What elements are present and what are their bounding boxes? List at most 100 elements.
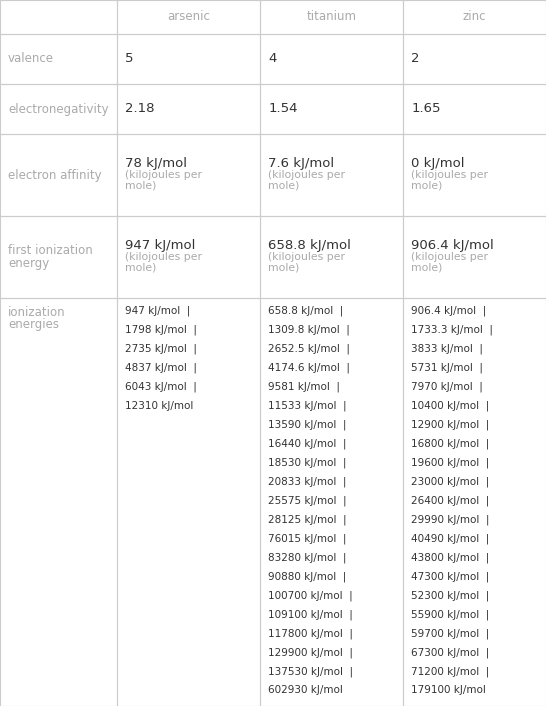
Text: 76015 kJ/mol  |: 76015 kJ/mol | [269, 534, 347, 544]
Text: 13590 kJ/mol  |: 13590 kJ/mol | [269, 419, 347, 430]
Text: titanium: titanium [307, 11, 357, 23]
Text: 7.6 kJ/mol: 7.6 kJ/mol [269, 157, 335, 171]
Text: 47300 kJ/mol  |: 47300 kJ/mol | [412, 571, 490, 582]
Text: 18530 kJ/mol  |: 18530 kJ/mol | [269, 457, 347, 468]
Text: 0 kJ/mol: 0 kJ/mol [412, 157, 465, 171]
Text: 947 kJ/mol  |: 947 kJ/mol | [126, 306, 191, 316]
Text: 2652.5 kJ/mol  |: 2652.5 kJ/mol | [269, 344, 351, 354]
Bar [117, 84, 260, 134]
Text: mole): mole) [269, 263, 300, 273]
Bar [0, 134, 117, 216]
Text: electronegativity: electronegativity [8, 102, 109, 116]
Bar [260, 134, 403, 216]
Text: 906.4 kJ/mol: 906.4 kJ/mol [412, 239, 494, 253]
Text: arsenic: arsenic [168, 11, 210, 23]
Text: (kilojoules per: (kilojoules per [412, 170, 489, 180]
Bar [117, 0, 260, 34]
Text: energy: energy [8, 256, 49, 270]
Text: 40490 kJ/mol  |: 40490 kJ/mol | [412, 534, 490, 544]
Text: 4174.6 kJ/mol  |: 4174.6 kJ/mol | [269, 363, 351, 373]
Text: 16800 kJ/mol  |: 16800 kJ/mol | [412, 438, 490, 449]
Bar [260, 34, 403, 84]
Bar [260, 216, 403, 298]
Text: 59700 kJ/mol  |: 59700 kJ/mol | [412, 628, 490, 639]
Text: mole): mole) [126, 263, 157, 273]
Text: 12310 kJ/mol: 12310 kJ/mol [126, 401, 194, 411]
Text: 129900 kJ/mol  |: 129900 kJ/mol | [269, 647, 353, 658]
Text: 658.8 kJ/mol: 658.8 kJ/mol [269, 239, 351, 253]
Text: 179100 kJ/mol: 179100 kJ/mol [412, 685, 486, 695]
Text: 2735 kJ/mol  |: 2735 kJ/mol | [126, 344, 198, 354]
Bar [0, 34, 117, 84]
Bar [403, 84, 546, 134]
Text: 71200 kJ/mol  |: 71200 kJ/mol | [412, 666, 490, 676]
Text: 602930 kJ/mol: 602930 kJ/mol [269, 685, 343, 695]
Text: 1733.3 kJ/mol  |: 1733.3 kJ/mol | [412, 325, 494, 335]
Text: 55900 kJ/mol  |: 55900 kJ/mol | [412, 609, 490, 620]
Bar [403, 298, 546, 706]
Text: 2.18: 2.18 [126, 102, 155, 116]
Text: 6043 kJ/mol  |: 6043 kJ/mol | [126, 382, 197, 393]
Bar [403, 0, 546, 34]
Text: 4837 kJ/mol  |: 4837 kJ/mol | [126, 363, 198, 373]
Bar [403, 134, 546, 216]
Bar [117, 216, 260, 298]
Text: 5731 kJ/mol  |: 5731 kJ/mol | [412, 363, 484, 373]
Text: 11533 kJ/mol  |: 11533 kJ/mol | [269, 401, 347, 412]
Bar [403, 216, 546, 298]
Bar [0, 0, 117, 34]
Text: (kilojoules per: (kilojoules per [269, 252, 346, 262]
Bar [260, 0, 403, 34]
Text: 117800 kJ/mol  |: 117800 kJ/mol | [269, 628, 353, 639]
Text: mole): mole) [126, 181, 157, 191]
Text: 658.8 kJ/mol  |: 658.8 kJ/mol | [269, 306, 344, 316]
Text: 5: 5 [126, 52, 134, 66]
Text: (kilojoules per: (kilojoules per [126, 252, 203, 262]
Bar [117, 34, 260, 84]
Text: 52300 kJ/mol  |: 52300 kJ/mol | [412, 590, 490, 601]
Text: 3833 kJ/mol  |: 3833 kJ/mol | [412, 344, 484, 354]
Text: 20833 kJ/mol  |: 20833 kJ/mol | [269, 477, 347, 487]
Text: 7970 kJ/mol  |: 7970 kJ/mol | [412, 382, 483, 393]
Bar [117, 134, 260, 216]
Text: 906.4 kJ/mol  |: 906.4 kJ/mol | [412, 306, 486, 316]
Text: 26400 kJ/mol  |: 26400 kJ/mol | [412, 496, 490, 506]
Text: 2: 2 [412, 52, 420, 66]
Text: 10400 kJ/mol  |: 10400 kJ/mol | [412, 401, 490, 412]
Text: ionization: ionization [8, 306, 66, 319]
Text: 4: 4 [269, 52, 277, 66]
Bar [117, 298, 260, 706]
Text: 9581 kJ/mol  |: 9581 kJ/mol | [269, 382, 341, 393]
Text: 67300 kJ/mol  |: 67300 kJ/mol | [412, 647, 490, 658]
Text: 83280 kJ/mol  |: 83280 kJ/mol | [269, 552, 347, 563]
Text: 1.65: 1.65 [412, 102, 441, 116]
Text: valence: valence [8, 52, 54, 66]
Text: 109100 kJ/mol  |: 109100 kJ/mol | [269, 609, 353, 620]
Bar [0, 298, 117, 706]
Bar [260, 84, 403, 134]
Bar [260, 298, 403, 706]
Text: mole): mole) [412, 181, 443, 191]
Text: 23000 kJ/mol  |: 23000 kJ/mol | [412, 477, 490, 487]
Text: 100700 kJ/mol  |: 100700 kJ/mol | [269, 590, 353, 601]
Text: mole): mole) [412, 263, 443, 273]
Text: 137530 kJ/mol  |: 137530 kJ/mol | [269, 666, 354, 676]
Text: 1.54: 1.54 [269, 102, 298, 116]
Text: 16440 kJ/mol  |: 16440 kJ/mol | [269, 438, 347, 449]
Text: (kilojoules per: (kilojoules per [126, 170, 203, 180]
Bar [0, 84, 117, 134]
Text: 25575 kJ/mol  |: 25575 kJ/mol | [269, 496, 347, 506]
Text: 43800 kJ/mol  |: 43800 kJ/mol | [412, 552, 490, 563]
Text: 90880 kJ/mol  |: 90880 kJ/mol | [269, 571, 347, 582]
Text: 19600 kJ/mol  |: 19600 kJ/mol | [412, 457, 490, 468]
Text: (kilojoules per: (kilojoules per [412, 252, 489, 262]
Text: energies: energies [8, 318, 59, 331]
Text: (kilojoules per: (kilojoules per [269, 170, 346, 180]
Text: electron affinity: electron affinity [8, 169, 102, 181]
Text: zinc: zinc [463, 11, 486, 23]
Text: 28125 kJ/mol  |: 28125 kJ/mol | [269, 515, 347, 525]
Text: 12900 kJ/mol  |: 12900 kJ/mol | [412, 419, 490, 430]
Text: 947 kJ/mol: 947 kJ/mol [126, 239, 196, 253]
Text: 78 kJ/mol: 78 kJ/mol [126, 157, 187, 171]
Text: mole): mole) [269, 181, 300, 191]
